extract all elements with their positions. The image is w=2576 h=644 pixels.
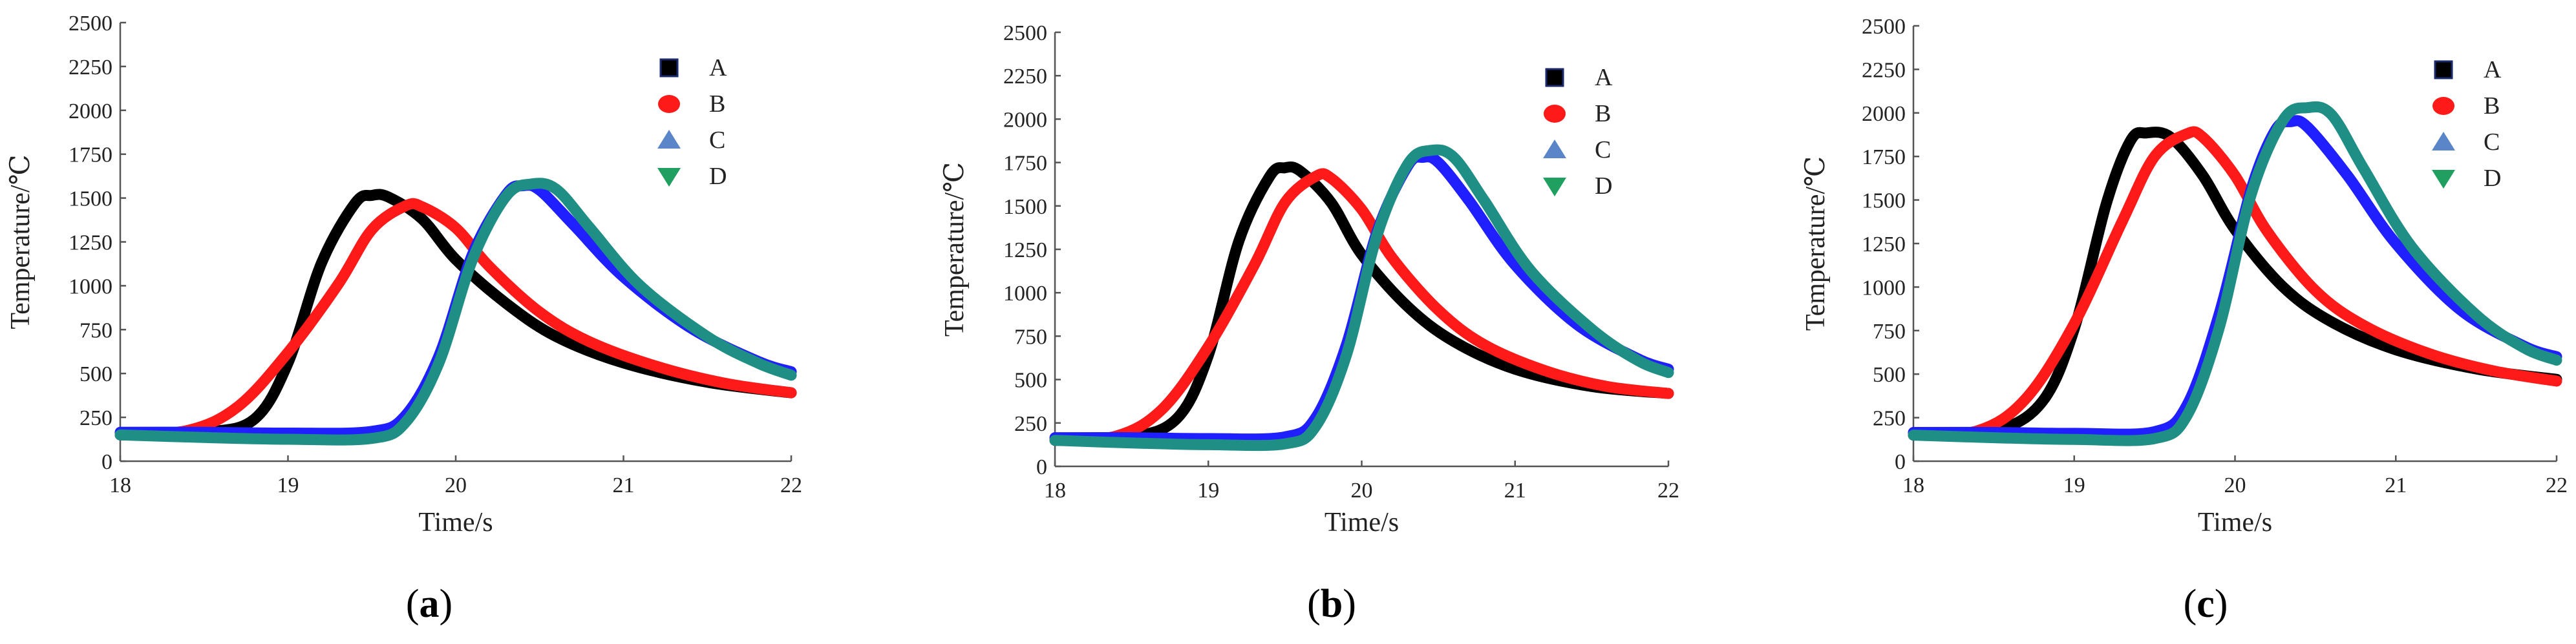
series-line-b bbox=[1908, 126, 2562, 441]
legend-label: C bbox=[1595, 136, 1611, 163]
legend-marker-d bbox=[1543, 178, 1566, 196]
legend-marker-b bbox=[2432, 97, 2454, 115]
series-line-d bbox=[114, 178, 797, 446]
legend-marker-a bbox=[2434, 60, 2453, 79]
x-tick-label: 19 bbox=[277, 473, 299, 497]
y-tick-label: 750 bbox=[1873, 320, 1906, 344]
x-tick-label: 19 bbox=[1197, 479, 1219, 503]
y-tick-label: 1250 bbox=[69, 231, 112, 255]
y-tick-label: 1750 bbox=[1003, 152, 1047, 176]
legend-marker-a bbox=[659, 58, 679, 78]
y-tick-label: 750 bbox=[1014, 325, 1047, 349]
series-line-d bbox=[1908, 101, 2562, 446]
y-tick-label: 1500 bbox=[1862, 189, 1906, 213]
x-tick-label: 22 bbox=[2546, 473, 2568, 497]
legend-label: D bbox=[1595, 172, 1612, 200]
series-line-a bbox=[114, 189, 797, 441]
series-line-d bbox=[1049, 144, 1674, 452]
x-tick-label: 20 bbox=[2224, 473, 2246, 497]
legend-marker-a bbox=[1545, 68, 1564, 87]
x-tick-label: 21 bbox=[2385, 473, 2407, 497]
x-axis-title: Time/s bbox=[418, 508, 493, 537]
legend-marker-b bbox=[658, 95, 680, 113]
y-tick-label: 500 bbox=[1014, 369, 1047, 393]
chart-panel-c: 0 250 500 750 1000 1250 1500 1750 2000 2250 2500 18… bbox=[1801, 15, 2568, 537]
x-tick-label: 18 bbox=[109, 473, 131, 497]
y-tick-label: 0 bbox=[1895, 450, 1906, 474]
series-line-b bbox=[114, 198, 797, 440]
y-tick-label: 0 bbox=[101, 450, 112, 474]
y-tick-label: 0 bbox=[1036, 455, 1047, 479]
y-tick-label: 2000 bbox=[69, 99, 112, 123]
legend-label: B bbox=[1595, 100, 1611, 127]
x-tick-label: 18 bbox=[1044, 479, 1066, 503]
y-tick-label: 2500 bbox=[1862, 15, 1906, 39]
x-tick-label: 22 bbox=[780, 473, 802, 497]
subfigure-label-c: (c) bbox=[2184, 582, 2228, 626]
y-tick-label: 1000 bbox=[69, 275, 112, 298]
y-tick-label: 2250 bbox=[1003, 65, 1047, 88]
legend-label: A bbox=[2484, 56, 2502, 83]
y-tick-label: 1750 bbox=[69, 143, 112, 167]
y-tick-label: 500 bbox=[80, 362, 112, 386]
y-axis-title: Temperature/℃ bbox=[1801, 156, 1831, 331]
y-tick-label: 2000 bbox=[1003, 108, 1047, 132]
y-tick-label: 500 bbox=[1873, 363, 1906, 387]
y-tick-label: 1000 bbox=[1003, 282, 1047, 306]
legend-label: A bbox=[1595, 64, 1613, 91]
y-tick-label: 750 bbox=[80, 318, 112, 342]
legend-marker-d bbox=[2432, 170, 2455, 189]
y-tick-label: 2500 bbox=[1003, 21, 1047, 45]
subfigure-label-a: (a) bbox=[406, 582, 452, 626]
x-axis-title: Time/s bbox=[1325, 508, 1399, 537]
y-tick-label: 250 bbox=[80, 406, 112, 430]
x-axis-title: Time/s bbox=[2198, 508, 2272, 537]
legend-marker-c bbox=[2432, 132, 2455, 151]
series-line-a bbox=[1049, 161, 1674, 446]
x-tick-label: 22 bbox=[1657, 479, 1679, 503]
legend-label: C bbox=[2484, 129, 2500, 156]
legend-marker-c bbox=[1543, 140, 1566, 158]
x-tick-label: 19 bbox=[2063, 473, 2085, 497]
y-tick-label: 2000 bbox=[1862, 102, 1906, 126]
legend-label: B bbox=[709, 90, 725, 118]
y-tick-label: 2500 bbox=[69, 12, 112, 36]
y-tick-label: 250 bbox=[1873, 407, 1906, 431]
y-tick-label: 1500 bbox=[69, 187, 112, 211]
chart-panel-a: 0 250 500 750 1000 1250 1500 1750 2000 2250 2500 18… bbox=[6, 12, 802, 537]
chart-panel-b: 0 250 500 750 1000 1250 1500 1750 2000 2250 2500 18… bbox=[940, 21, 1679, 537]
y-tick-label: 1750 bbox=[1862, 145, 1906, 169]
legend-label: D bbox=[709, 163, 727, 190]
y-tick-label: 1250 bbox=[1003, 238, 1047, 262]
y-tick-label: 1250 bbox=[1862, 233, 1906, 256]
legend-marker-b bbox=[1544, 105, 1566, 123]
legend-label: C bbox=[709, 127, 725, 154]
y-tick-label: 1500 bbox=[1003, 195, 1047, 219]
x-tick-label: 18 bbox=[1902, 473, 1924, 497]
y-tick-label: 2250 bbox=[1862, 58, 1906, 82]
y-tick-label: 1000 bbox=[1862, 276, 1906, 300]
legend-marker-c bbox=[657, 130, 681, 149]
x-tick-label: 21 bbox=[613, 473, 635, 497]
y-tick-label: 250 bbox=[1014, 412, 1047, 436]
subfigure-label-b: (b) bbox=[1307, 582, 1356, 626]
x-tick-label: 21 bbox=[1504, 479, 1526, 503]
legend-label: D bbox=[2484, 165, 2501, 192]
x-tick-label: 20 bbox=[445, 473, 467, 497]
y-tick-label: 2250 bbox=[69, 56, 112, 79]
y-axis-title: Temperature/℃ bbox=[940, 162, 970, 337]
legend-label: B bbox=[2484, 92, 2500, 119]
legend-label: A bbox=[709, 54, 727, 81]
y-axis-title: Temperature/℃ bbox=[6, 154, 36, 329]
legend-marker-d bbox=[657, 168, 681, 187]
x-tick-label: 20 bbox=[1351, 479, 1373, 503]
series-line-b bbox=[1049, 168, 1674, 445]
